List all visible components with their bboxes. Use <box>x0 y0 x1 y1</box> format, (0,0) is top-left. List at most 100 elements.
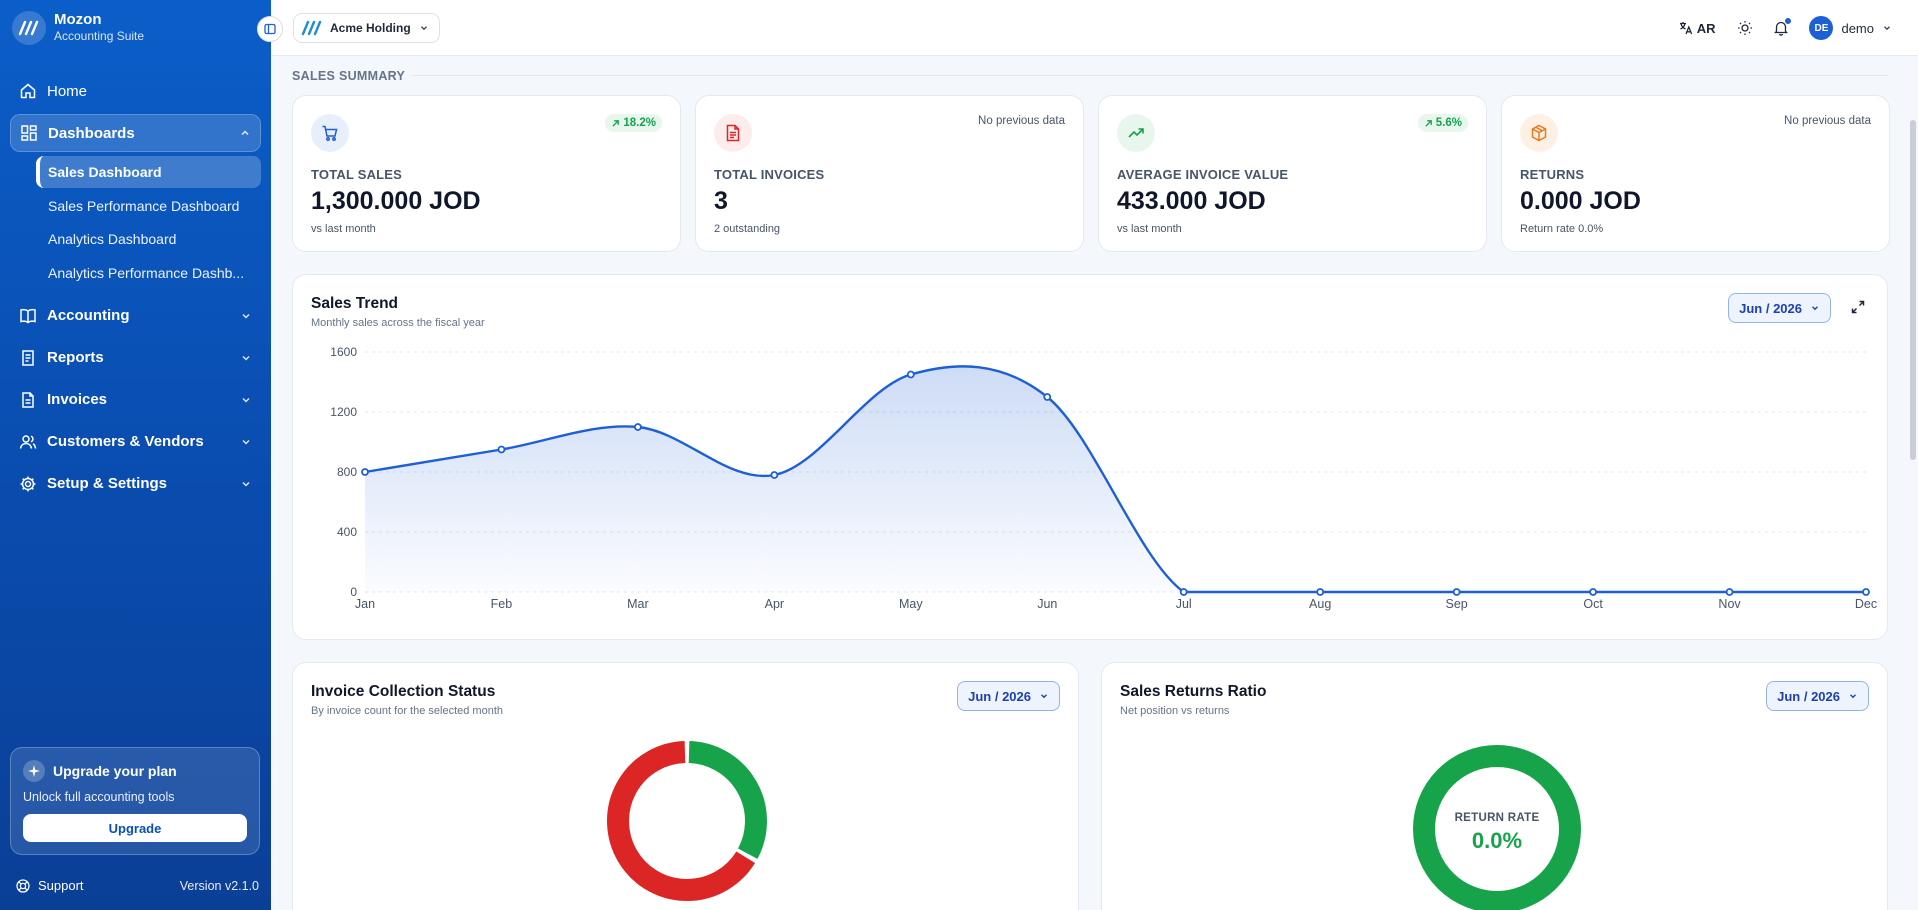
upgrade-subtitle: Unlock full accounting tools <box>23 790 175 804</box>
sidebar-item-dashboards[interactable]: Dashboards <box>10 114 261 152</box>
sales-trend-chart: 0 400 800 1200 1600 Jan Feb Mar Apr May Jun Jul Aug S… <box>330 345 1877 611</box>
notifications-button[interactable] <box>1773 18 1792 36</box>
return-rate-label: RETURN RATE <box>1454 812 1540 824</box>
sidebar-item-sales-performance-dashboard[interactable]: Sales Performance Dashboard <box>48 197 240 214</box>
sidebar-item-label: Home <box>47 82 88 100</box>
card-title: Sales Trend <box>311 295 399 312</box>
section-divider <box>412 75 1888 76</box>
period-selector[interactable]: Jun / 2026 <box>1766 681 1869 711</box>
no-previous-data: No previous data <box>978 115 1065 127</box>
company-selector[interactable]: Acme Holding <box>293 12 440 43</box>
sidebar-item-invoices[interactable]: Invoices <box>10 381 261 419</box>
trend-point[interactable] <box>1589 588 1597 596</box>
return-rate-value: 0.0% <box>1471 828 1523 853</box>
user-menu[interactable]: DE demo <box>1809 16 1892 40</box>
trend-point[interactable] <box>1452 588 1461 596</box>
report-icon <box>19 349 37 367</box>
expand-icon[interactable] <box>1851 300 1865 314</box>
package-icon <box>1520 114 1558 152</box>
language-toggle[interactable]: AR <box>1679 20 1716 36</box>
sidebar-item-label: Accounting <box>47 307 130 324</box>
chevron-down-icon <box>242 355 250 361</box>
sidebar-item-customers-vendors[interactable]: Customers & Vendors <box>10 423 261 461</box>
kpi-card-total-invoices: No previous data TOTAL INVOICES 3 2 outs… <box>695 95 1084 252</box>
trend-point[interactable] <box>634 423 642 431</box>
card-subtitle: Monthly sales across the fiscal year <box>311 317 485 329</box>
cart-icon <box>311 114 349 152</box>
upgrade-card: Upgrade your plan Unlock full accounting… <box>10 747 260 855</box>
kpi-sub: Return rate 0.0% <box>1520 223 1604 235</box>
sidebar-item-reports[interactable]: Reports <box>10 339 261 377</box>
theme-toggle-button[interactable] <box>1737 20 1753 36</box>
x-tick-label: Nov <box>1718 597 1741 611</box>
x-tick-label: Aug <box>1309 597 1331 611</box>
period-selector[interactable]: Jun / 2026 <box>957 681 1060 711</box>
sun-icon <box>1738 21 1753 35</box>
page-scrollbar[interactable] <box>1910 120 1916 460</box>
sidebar-nav: Home Dashboards Sales Dashboard Sales Pe… <box>0 72 271 503</box>
trend-point[interactable] <box>1725 588 1734 596</box>
trend-point[interactable] <box>497 445 506 454</box>
trend-point[interactable] <box>1316 588 1325 596</box>
brand-name: Mozon <box>54 11 102 28</box>
translate-icon <box>1679 22 1692 35</box>
chevron-down-icon <box>1850 694 1856 699</box>
trend-point[interactable] <box>1862 588 1870 596</box>
y-tick-label: 1200 <box>330 405 357 419</box>
sidebar-item-label: Reports <box>47 349 104 366</box>
support-label: Support <box>38 878 84 893</box>
chevron-down-icon <box>242 313 250 319</box>
x-tick-label: Jan <box>355 597 375 611</box>
period-label: Jun / 2026 <box>968 688 1031 704</box>
kpi-card-total-sales: 18.2% TOTAL SALES 1,300.000 JOD vs last … <box>292 95 681 252</box>
section-title: SALES SUMMARY <box>292 69 406 83</box>
upgrade-button[interactable]: Upgrade <box>23 814 247 842</box>
kpi-label: AVERAGE INVOICE VALUE <box>1117 167 1289 182</box>
sidebar-item-analytics-performance-dashboard[interactable]: Analytics Performance Dashb... <box>48 264 245 281</box>
version-label: Version v2.1.0 <box>179 878 259 893</box>
sidebar-item-label: Setup & Settings <box>47 475 168 492</box>
sidebar-toggle-button[interactable] <box>257 16 283 42</box>
sidebar-item-label: Dashboards <box>48 124 135 142</box>
topbar: Acme Holding AR DE demo <box>257 0 1918 56</box>
sidebar-item-accounting[interactable]: Accounting <box>10 297 261 335</box>
x-tick-label: Dec <box>1855 597 1877 611</box>
panel-left-icon <box>264 23 276 35</box>
trend-point[interactable] <box>906 370 915 379</box>
sidebar-item-label: Customers & Vendors <box>47 433 204 450</box>
trend-point[interactable] <box>361 468 369 476</box>
trend-point[interactable] <box>1043 393 1052 401</box>
card-subtitle: Net position vs returns <box>1120 705 1230 717</box>
brand[interactable]: Mozon Accounting Suite <box>0 0 271 55</box>
trending-up-icon <box>1117 114 1155 152</box>
card-title: Invoice Collection Status <box>311 683 496 700</box>
donut-slice[interactable] <box>607 741 756 901</box>
chevron-down-icon <box>1041 694 1047 699</box>
x-tick-label: May <box>899 597 923 611</box>
lifebuoy-icon <box>16 878 30 893</box>
language-label: AR <box>1696 20 1716 36</box>
company-name: Acme Holding <box>330 20 411 35</box>
x-tick-label: Feb <box>491 597 513 611</box>
trend-point[interactable] <box>1179 588 1188 596</box>
trend-point[interactable] <box>770 471 779 479</box>
donut-slice[interactable] <box>1413 745 1581 910</box>
users-icon <box>19 433 37 451</box>
donut-slice[interactable] <box>688 741 767 859</box>
chevron-down-icon <box>1884 26 1890 31</box>
card-title: Sales Returns Ratio <box>1120 683 1267 700</box>
sidebar-item-analytics-dashboard[interactable]: Analytics Dashboard <box>48 231 177 247</box>
support-link[interactable]: Support <box>16 878 180 893</box>
kpi-label: RETURNS <box>1520 167 1585 182</box>
y-tick-label: 1600 <box>330 345 357 359</box>
invoice-icon <box>19 391 37 409</box>
period-selector[interactable]: Jun / 2026 <box>1728 293 1831 323</box>
chevron-down-icon <box>242 439 250 445</box>
kpi-sub: vs last month <box>311 223 376 235</box>
document-icon <box>714 114 752 152</box>
kpi-value: 0.000 JOD <box>1520 187 1641 215</box>
sidebar-item-sales-dashboard[interactable]: Sales Dashboard <box>36 156 261 188</box>
sidebar-item-home[interactable]: Home <box>10 72 261 110</box>
sidebar-item-setup-settings[interactable]: Setup & Settings <box>10 465 261 503</box>
arrow-up-right-icon <box>612 119 620 127</box>
